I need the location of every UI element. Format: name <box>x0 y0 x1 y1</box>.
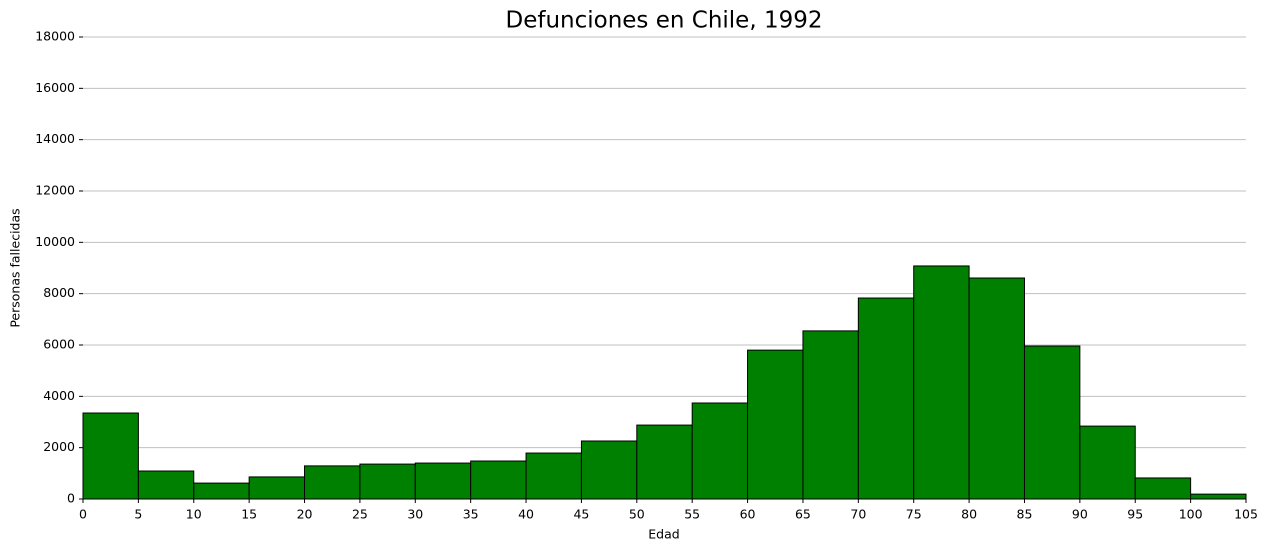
bar <box>82 412 139 500</box>
x-axis-label: Edad <box>648 527 679 542</box>
x-tick-label: 80 <box>961 507 977 522</box>
bar <box>691 402 749 500</box>
x-tick-label: 15 <box>241 507 257 522</box>
x-tick-label: 65 <box>795 507 811 522</box>
bar <box>1134 477 1192 500</box>
x-tick-label: 70 <box>850 507 866 522</box>
x-tick-label: 60 <box>740 507 756 522</box>
y-tick-label: 12000 <box>35 183 75 198</box>
y-axis-label: Personas fallecidas <box>8 208 23 327</box>
bar <box>359 463 416 500</box>
y-tick-label: 14000 <box>35 131 75 146</box>
bar <box>414 462 472 500</box>
x-tick-label: 55 <box>684 507 700 522</box>
y-tick-label: 18000 <box>35 29 75 44</box>
bar <box>636 424 693 500</box>
bar <box>525 452 582 500</box>
x-tick-label: 40 <box>518 507 534 522</box>
bar <box>470 460 527 500</box>
bar <box>304 465 361 500</box>
bar <box>747 349 804 500</box>
y-tick-label: 16000 <box>35 80 75 95</box>
x-tick-label: 45 <box>573 507 589 522</box>
y-tick-label: 4000 <box>43 388 75 403</box>
bar <box>913 265 970 500</box>
x-tick-label: 25 <box>352 507 368 522</box>
bar <box>580 440 638 500</box>
bar <box>137 470 195 500</box>
x-tick-label: 105 <box>1234 507 1258 522</box>
y-tick-label: 0 <box>67 491 75 506</box>
bar <box>1190 493 1247 500</box>
x-tick-label: 50 <box>629 507 645 522</box>
y-tick-label: 8000 <box>43 285 75 300</box>
bar <box>248 476 306 500</box>
x-tick-label: 35 <box>463 507 479 522</box>
bar <box>1079 425 1136 500</box>
y-tick-label: 2000 <box>43 439 75 454</box>
x-tick-label: 90 <box>1072 507 1088 522</box>
bar <box>802 330 859 500</box>
bar <box>968 277 1025 500</box>
y-tick-label: 6000 <box>43 337 75 352</box>
y-tick-label: 10000 <box>35 234 75 249</box>
x-tick-label: 20 <box>297 507 313 522</box>
x-tick-label: 85 <box>1017 507 1033 522</box>
bar <box>193 482 250 500</box>
x-tick-label: 5 <box>134 507 142 522</box>
bar <box>857 297 915 500</box>
bar <box>1023 345 1081 500</box>
chart-title: Defunciones en Chile, 1992 <box>505 8 822 34</box>
x-tick-label: 95 <box>1127 507 1143 522</box>
x-tick-label: 10 <box>186 507 202 522</box>
x-tick-label: 75 <box>906 507 922 522</box>
x-tick-label: 30 <box>407 507 423 522</box>
x-tick-label: 100 <box>1179 507 1203 522</box>
x-tick-label: 0 <box>79 507 87 522</box>
